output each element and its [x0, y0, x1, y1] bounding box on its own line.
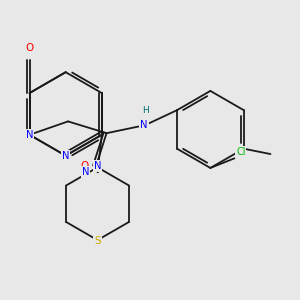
Text: N: N	[26, 130, 33, 140]
Text: O: O	[26, 43, 34, 53]
Text: N: N	[140, 120, 148, 130]
Text: N: N	[62, 151, 69, 160]
Text: N: N	[94, 161, 101, 171]
Text: Cl: Cl	[236, 147, 246, 157]
Text: S: S	[94, 236, 101, 246]
Text: H: H	[142, 106, 148, 115]
Text: N: N	[82, 167, 89, 177]
Text: O: O	[80, 161, 88, 171]
